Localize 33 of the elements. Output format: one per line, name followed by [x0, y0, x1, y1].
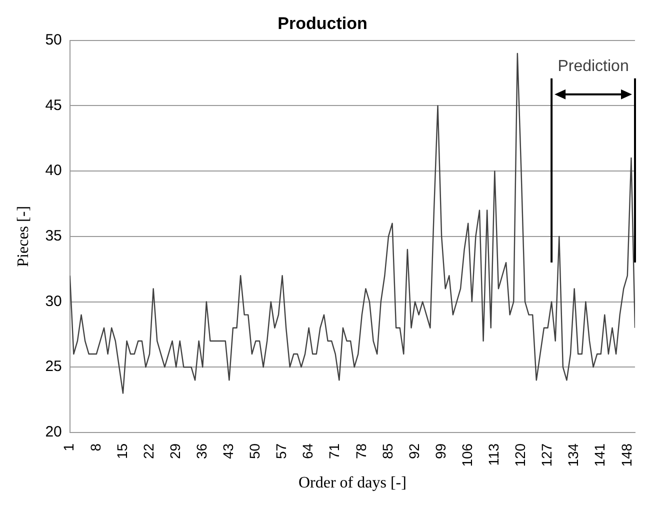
y-tick-label: 30	[45, 292, 62, 310]
x-tick-label: 36	[193, 443, 210, 460]
x-tick-label: 64	[300, 443, 316, 460]
x-tick-label: 8	[87, 443, 104, 452]
x-tick-label: 85	[379, 443, 396, 460]
x-tick-label: 50	[246, 443, 263, 460]
x-tick-label: 15	[114, 443, 130, 460]
x-tick-label: 127	[538, 443, 555, 467]
y-tick-label: 35	[45, 228, 62, 245]
x-tick-label: 148	[618, 443, 634, 467]
y-tick-label: 40	[45, 162, 62, 180]
y-tick-label: 45	[45, 96, 62, 114]
y-tick-label: 50	[45, 32, 62, 49]
x-tick-label: 141	[592, 443, 608, 467]
x-tick-label: 99	[432, 443, 448, 460]
chart-title: Production	[278, 14, 368, 33]
x-tick-label: 22	[140, 443, 156, 460]
annotation: Prediction	[558, 58, 629, 75]
x-tick-label: 113	[486, 443, 502, 466]
y-axis-title: Pieces [-]	[14, 206, 32, 267]
x-tick-label: 71	[326, 443, 342, 460]
y-tick-label: 20	[45, 424, 62, 441]
x-tick-label: 106	[458, 443, 475, 467]
x-tick-label: 120	[512, 443, 528, 467]
y-tick-label: 25	[45, 358, 62, 376]
x-tick-label: 43	[220, 443, 236, 460]
x-tick-label: 134	[565, 443, 582, 467]
x-axis-title: Order of days [-]	[298, 474, 406, 492]
x-tick-label: 57	[273, 443, 290, 460]
x-tick-label: 92	[406, 443, 422, 460]
x-tick-label: 78	[352, 443, 369, 460]
x-tick-label: 1	[60, 443, 77, 452]
x-tick-label: 29	[166, 443, 183, 460]
